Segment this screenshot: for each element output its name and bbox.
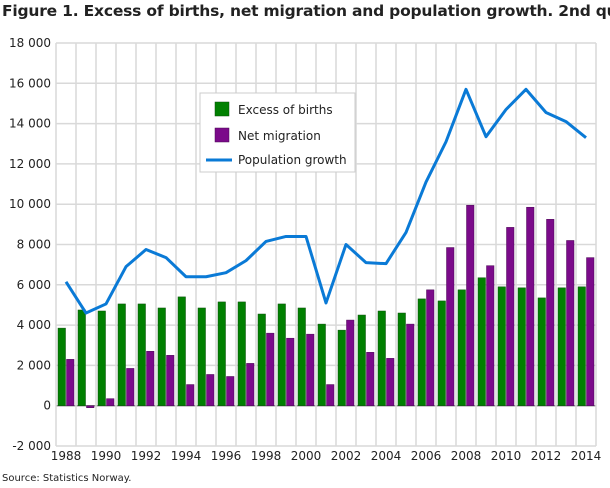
bar-excess-of-births — [557, 287, 566, 406]
bar-net-migration — [466, 204, 475, 406]
y-tick-label: 6 000 — [17, 278, 51, 292]
y-tick-label: 14 000 — [9, 117, 51, 131]
bar-net-migration — [146, 351, 155, 406]
x-tick-label: 2002 — [331, 449, 362, 463]
bar-net-migration — [186, 384, 195, 406]
legend-swatch-net-migration — [214, 127, 230, 143]
chart-title: Figure 1. Excess of births, net migratio… — [2, 2, 610, 20]
bar-net-migration — [486, 265, 495, 406]
bar-net-migration — [346, 319, 355, 406]
bar-excess-of-births — [417, 298, 426, 406]
bar-net-migration — [266, 332, 275, 406]
y-tick-label: 2 000 — [17, 358, 51, 372]
bar-excess-of-births — [257, 313, 266, 406]
bar-excess-of-births — [517, 287, 526, 406]
x-tick-label: 2010 — [491, 449, 522, 463]
bar-excess-of-births — [497, 286, 506, 406]
bar-net-migration — [546, 219, 555, 406]
bar-net-migration — [226, 376, 235, 406]
legend-label: Net migration — [238, 129, 321, 143]
y-tick-label: 8 000 — [17, 238, 51, 252]
bar-net-migration — [106, 398, 115, 406]
y-tick-label: 4 000 — [17, 318, 51, 332]
bar-net-migration — [166, 355, 175, 406]
bar-excess-of-births — [137, 303, 146, 406]
y-tick-label: 16 000 — [9, 76, 51, 90]
bar-excess-of-births — [197, 307, 206, 406]
bar-net-migration — [506, 227, 515, 406]
x-tick-label: 1996 — [211, 449, 242, 463]
bar-net-migration — [206, 374, 215, 406]
bar-net-migration — [66, 359, 75, 406]
x-tick-label: 2000 — [291, 449, 322, 463]
bar-excess-of-births — [97, 310, 106, 406]
y-tick-label: 12 000 — [9, 157, 51, 171]
bar-excess-of-births — [337, 329, 346, 406]
x-tick-label: 2006 — [411, 449, 442, 463]
bar-excess-of-births — [317, 323, 326, 406]
x-tick-label: 1998 — [251, 449, 282, 463]
y-tick-label: -2 000 — [12, 439, 51, 453]
x-tick-label: 1988 — [51, 449, 82, 463]
bar-excess-of-births — [57, 327, 66, 406]
bar-excess-of-births — [177, 296, 186, 406]
x-tick-label: 1992 — [131, 449, 162, 463]
y-tick-label: 10 000 — [9, 197, 51, 211]
bar-excess-of-births — [77, 309, 86, 406]
bar-net-migration — [386, 358, 395, 406]
bar-excess-of-births — [537, 297, 546, 406]
source-note: Source: Statistics Norway. — [2, 473, 132, 484]
legend-label: Population growth — [238, 153, 347, 167]
bar-excess-of-births — [577, 286, 586, 406]
bar-net-migration — [326, 384, 335, 406]
bar-excess-of-births — [157, 307, 166, 406]
bar-excess-of-births — [457, 289, 466, 406]
bar-net-migration — [426, 289, 435, 406]
x-tick-label: 2004 — [371, 449, 402, 463]
bar-net-migration — [526, 206, 535, 406]
bar-excess-of-births — [277, 303, 286, 406]
bar-net-migration — [446, 247, 455, 406]
bar-net-migration — [306, 333, 315, 406]
bar-net-migration — [286, 337, 295, 406]
bar-excess-of-births — [377, 310, 386, 406]
bar-excess-of-births — [357, 314, 366, 406]
bar-excess-of-births — [477, 277, 486, 406]
bar-excess-of-births — [117, 303, 126, 406]
x-tick-label: 1994 — [171, 449, 202, 463]
bar-net-migration — [406, 323, 415, 406]
bar-net-migration — [566, 240, 575, 406]
bar-net-migration — [86, 405, 95, 408]
bar-net-migration — [366, 352, 375, 406]
y-tick-label: 0 — [43, 399, 51, 413]
x-tick-label: 1990 — [91, 449, 122, 463]
legend: Excess of births Net migration Population … — [199, 92, 356, 173]
bar-net-migration — [126, 368, 135, 406]
bar-excess-of-births — [397, 312, 406, 406]
legend-swatch-excess-of-births — [214, 101, 230, 117]
bar-excess-of-births — [297, 307, 306, 406]
bar-excess-of-births — [217, 301, 226, 406]
y-tick-label: 18 000 — [9, 36, 51, 50]
x-tick-label: 2014 — [571, 449, 602, 463]
bar-net-migration — [246, 363, 255, 406]
bar-excess-of-births — [237, 301, 246, 406]
bar-net-migration — [586, 257, 595, 406]
bar-excess-of-births — [437, 300, 446, 406]
legend-label: Excess of births — [238, 103, 333, 117]
x-tick-label: 2012 — [531, 449, 562, 463]
x-tick-label: 2008 — [451, 449, 482, 463]
